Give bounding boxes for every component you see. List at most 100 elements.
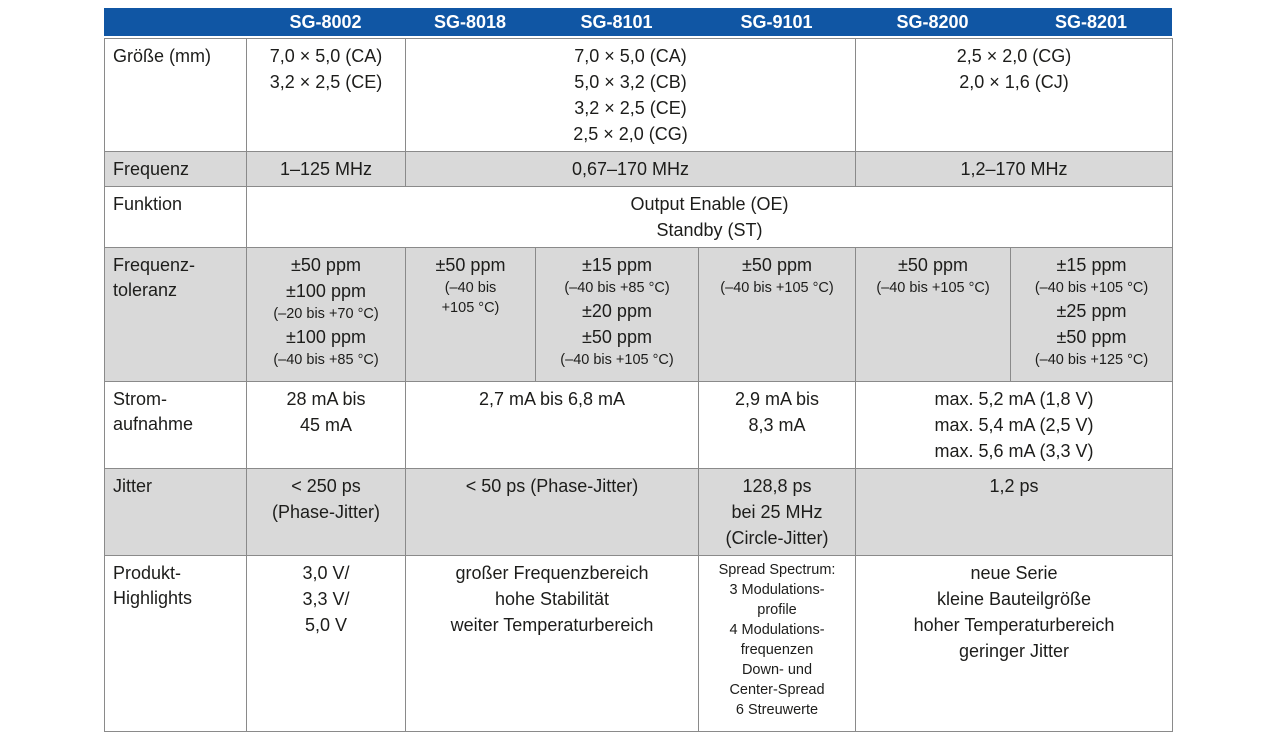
column-header-sg-9101: SG-9101 [740,12,813,32]
spec-cell-line: ±50 ppm [435,255,506,275]
spec-cell: ±15 ppm (–40 bis +85 °C) ±20 ppm ±50 ppm (–4… [535,247,699,382]
spec-cell-line: < 250 ps [291,476,361,496]
table-row: Jitter < 250 ps (Phase-Jitter) < 50 ps (Pha… [104,468,1174,556]
spec-cell: < 50 ps (Phase-Jitter) [405,468,699,556]
row-label-line: Funktion [113,194,183,214]
spec-cell-line: (–40 bis +105 °C) [876,280,990,296]
spec-cell-line: ±15 ppm [582,255,652,275]
row-label-line: toleranz [113,280,178,300]
spec-cell-line: ±15 ppm [1056,255,1127,275]
spec-cell: 2,9 mA bis 8,3 mA [697,381,857,469]
row-label-line: Highlights [113,588,193,608]
spec-cell-line: (–20 bis +70 °C) [273,306,379,322]
column-header-sg-8101: SG-8101 [580,12,653,32]
spec-cell-line: 8,3 mA [748,415,806,435]
spec-cell-line: (–40 bis +85 °C) [564,280,670,296]
spec-cell-line: bei 25 MHz [731,502,823,522]
spec-cell-line: Down- und [741,662,813,678]
column-header-sg-8201: SG-8201 [1054,12,1128,32]
spec-cell-line: frequenzen [740,642,814,658]
spec-cell-line: (–40 bis +105 °C) [1034,280,1149,296]
spec-cell: 1,2 ps [855,468,1174,556]
spec-cell-line: 4 Modulations- [729,622,825,638]
spec-cell: max. 5,2 mA (1,8 V) max. 5,4 mA (2,5 V) ma… [855,381,1174,469]
table-body: Größe (mm) 7,0 × 5,0 (CA) 3,2 × 2,5 (CE) 7,… [104,38,1174,732]
row-label: Größe (mm) [104,38,247,152]
spec-cell: 28 mA bis 45 mA [246,381,406,469]
row-label-line: Produkt- [113,563,182,583]
table-row: Frequenz 1–125 MHz 0,67–170 MHz 1,2–170 MHz [104,151,1174,187]
spec-cell: Spread Spectrum: 3 Modulations-profile 4 M… [697,555,857,732]
spec-cell-line: +105 °C) [441,300,500,316]
spec-cell-line: Spread Spectrum: [718,562,836,578]
spec-cell-line: 0,67–170 MHz [571,159,690,179]
spec-cell-line: 5,0 V [304,615,348,635]
spec-cell-line: (Circle-Jitter) [725,528,829,548]
spec-cell-line: (–40 bis +125 °C) [1034,352,1149,368]
spec-cell-line: Center-Spread [729,682,825,698]
spec-cell-line: ±50 ppm [291,255,361,275]
spec-cell-line: kleine Bauteilgröße [936,589,1092,609]
spec-cell: 0,67–170 MHz [404,151,857,187]
table-row: Strom-aufnahme 28 mA bis 45 mA 2,7 mA bis 6… [104,381,1174,469]
row-label-line: Größe (mm) [113,46,211,66]
spec-cell-line: ±25 ppm [1056,301,1127,321]
spec-cell: ±50 ppm ±100 ppm (–20 bis +70 °C) ±100 ppm (… [246,247,406,382]
spec-cell-line: hoher Temperaturbereich [913,615,1115,635]
table-row: Funktion Output Enable (OE) Standby (ST) [104,186,1174,248]
spec-cell-line: max. 5,6 mA (3,3 V) [934,441,1094,461]
spec-cell-line: 1–125 MHz [279,159,373,179]
table-row: Größe (mm) 7,0 × 5,0 (CA) 3,2 × 2,5 (CE) 7,… [104,38,1174,152]
spec-cell: ±50 ppm (–40 bis +105 °C) [697,247,857,382]
spec-cell-line: 2,9 mA bis [734,389,820,409]
table-row: Frequenz-toleranz ±50 ppm ±100 ppm (–20 bis… [104,247,1174,382]
row-label: Frequenz [104,151,247,187]
row-label-line: Frequenz- [113,255,196,275]
row-label: Strom-aufnahme [104,381,247,469]
spec-cell: Output Enable (OE) Standby (ST) [245,186,1174,248]
row-label-line: aufnahme [113,414,194,434]
spec-cell: 1,2–170 MHz [855,151,1174,187]
spec-cell-line: max. 5,4 mA (2,5 V) [934,415,1094,435]
spec-cell-line: 3,0 V/ [302,563,350,583]
row-label: Funktion [104,186,247,248]
spec-cell: 7,0 × 5,0 (CA) 3,2 × 2,5 (CE) [246,38,406,152]
spec-cell: ±50 ppm (–40 bis +105 °C) [405,247,536,382]
spec-cell-line: 6 Streuwerte [735,702,819,718]
column-header-sg-8018: SG-8018 [433,12,507,32]
column-header-sg-8200: SG-8200 [896,12,969,32]
spec-cell-line: 1,2 ps [989,476,1039,496]
row-label: Frequenz-toleranz [104,247,247,382]
spec-cell-line: ±100 ppm [286,327,366,347]
spec-cell-line: 1,2–170 MHz [960,159,1068,179]
spec-cell-line: ±50 ppm [898,255,968,275]
column-header-sg-8002: SG-8002 [289,12,362,32]
spec-cell-line: (–40 bis +105 °C) [720,280,834,296]
row-label-line: Frequenz [113,159,190,179]
spec-cell-line: weiter Temperaturbereich [450,615,654,635]
spec-cell-line: (–40 bis +85 °C) [273,352,379,368]
table-header-row: SG-8002 SG-8018 SG-8101 SG-9101 SG-8200 SG-82… [104,8,1172,36]
spec-cell-line: 128,8 ps [742,476,812,496]
spec-cell-line: ±20 ppm [582,301,652,321]
spec-cell: ±15 ppm (–40 bis +105 °C) ±25 ppm ±50 ppm (–… [1010,247,1174,382]
spec-cell-line: 2,0 × 1,6 (CJ) [959,72,1069,92]
spec-cell-line: 2,5 × 2,0 (CG) [573,124,688,144]
row-label: Produkt- Highlights [104,555,247,732]
spec-cell-line: geringer Jitter [958,641,1070,661]
spec-table: Größe (mm) 7,0 × 5,0 (CA) 3,2 × 2,5 (CE) 7,… [104,38,1174,732]
spec-cell-line: 5,0 × 3,2 (CB) [574,72,687,92]
spec-cell: < 250 ps (Phase-Jitter) [246,468,406,556]
spec-cell: 3,0 V/3,3 V/5,0 V [246,555,406,732]
spec-cell-line: Standby (ST) [656,220,763,240]
spec-cell-line: neue Serie [970,563,1058,583]
spec-cell-line: 7,0 × 5,0 (CA) [574,46,687,66]
spec-cell-line: (–40 bis +105 °C) [560,352,674,368]
product-comparison-table: SG-8002 SG-8018 SG-8101 SG-9101 SG-8200 SG-82… [104,8,1174,732]
spec-cell: 7,0 × 5,0 (CA) 5,0 × 3,2 (CB) 3,2 × 2,5 (C… [404,38,857,152]
spec-cell-line: ±50 ppm [582,327,652,347]
spec-cell-line: max. 5,2 mA (1,8 V) [934,389,1094,409]
spec-cell-line: 3 Modulations- [729,582,825,598]
spec-cell: 128,8 ps bei 25 MHz (Circle-Jitter) [697,468,857,556]
